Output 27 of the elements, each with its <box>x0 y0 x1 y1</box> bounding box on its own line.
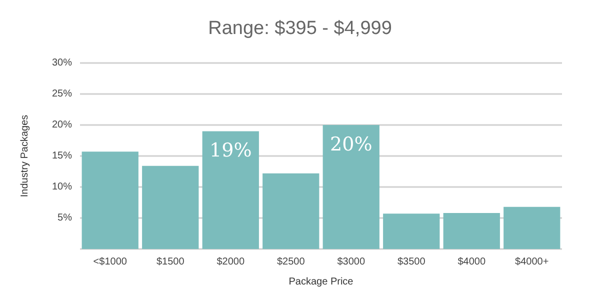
bar <box>383 214 440 249</box>
y-tick-label: 30% <box>52 58 72 68</box>
bar <box>202 131 259 249</box>
bar <box>322 125 380 249</box>
x-tick-label: $2500 <box>276 256 306 268</box>
bar <box>504 206 560 249</box>
bar <box>82 152 138 249</box>
y-axis-title: Industry Packages <box>20 114 30 198</box>
x-tick-label: $4000 <box>458 256 486 268</box>
x-tick-label: <$1000 <box>93 256 128 268</box>
chart-title: Range: $395 - $4,999 <box>208 18 392 39</box>
x-tick-label: $3000 <box>337 256 366 268</box>
bar <box>142 166 199 249</box>
y-tick-label: 15% <box>52 150 72 162</box>
y-tick-label: 10% <box>52 182 72 192</box>
y-tick-label: 5% <box>58 212 72 224</box>
y-tick-label: 25% <box>52 88 72 100</box>
y-tick-label: 20% <box>52 120 72 130</box>
x-tick-label: $4000+ <box>515 256 549 268</box>
x-tick-label: $3500 <box>397 256 426 268</box>
x-axis-title: Package Price <box>288 276 354 288</box>
bar <box>443 213 500 249</box>
x-tick-label: $1500 <box>156 256 185 268</box>
x-tick-label: $2000 <box>216 256 245 268</box>
data-label: 20% <box>330 134 372 156</box>
data-label: 19% <box>210 140 252 162</box>
bar <box>262 173 320 249</box>
